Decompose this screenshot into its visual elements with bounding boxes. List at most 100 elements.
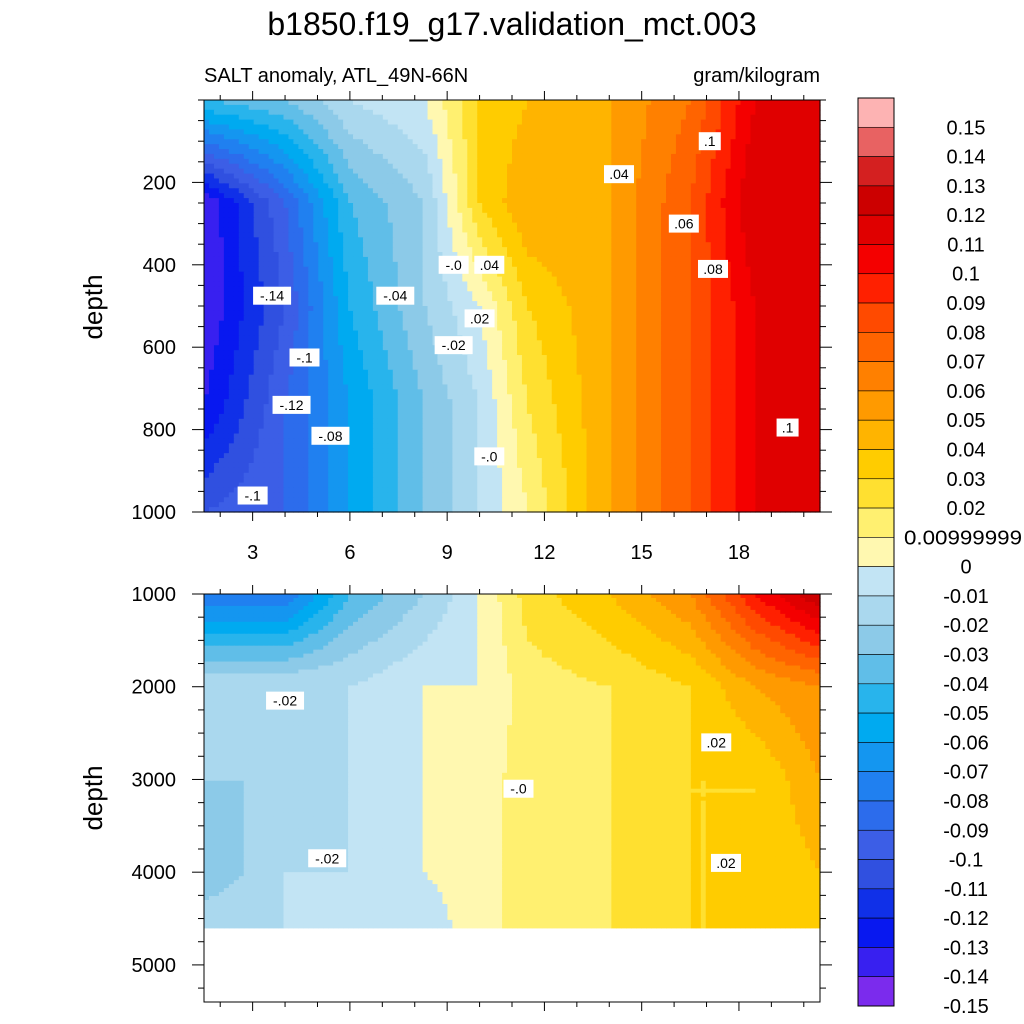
upper-field-cell xyxy=(805,261,811,268)
upper-field-cell xyxy=(437,232,444,238)
upper-field-cell xyxy=(561,134,568,140)
upper-field-cell xyxy=(447,188,453,194)
upper-field-cell xyxy=(353,104,359,111)
upper-field-cell xyxy=(586,173,593,180)
upper-field-cell xyxy=(576,173,583,180)
upper-field-cell xyxy=(611,100,617,106)
upper-field-cell xyxy=(815,276,821,283)
upper-field-cell xyxy=(790,168,796,175)
upper-field-cell xyxy=(765,144,771,150)
upper-field-cell xyxy=(204,271,210,278)
upper-field-cell xyxy=(566,281,573,287)
upper-field-cell xyxy=(228,173,235,180)
upper-field-cell xyxy=(372,163,379,170)
upper-field-cell xyxy=(606,134,612,140)
upper-field-cell xyxy=(616,153,622,160)
upper-field-cell xyxy=(601,144,607,150)
upper-field-cell xyxy=(720,168,727,175)
upper-field-cell xyxy=(377,198,384,204)
upper-field-cell xyxy=(755,232,761,238)
upper-field-cell xyxy=(571,227,578,234)
upper-field-cell xyxy=(204,129,210,135)
upper-field-cell xyxy=(730,173,737,180)
upper-field-cell xyxy=(581,227,588,234)
upper-field-cell xyxy=(606,153,612,160)
upper-field-cell xyxy=(785,149,791,155)
upper-field-cell xyxy=(730,261,737,268)
upper-field-cell xyxy=(218,203,225,209)
upper-field-cell xyxy=(586,109,593,116)
upper-field-cell xyxy=(338,178,344,184)
upper-field-cell xyxy=(641,183,647,189)
upper-field-cell xyxy=(571,134,578,140)
upper-field-cell xyxy=(730,178,737,184)
upper-field-cell xyxy=(204,183,210,189)
upper-field-cell xyxy=(705,114,712,121)
upper-field-cell xyxy=(715,222,722,229)
upper-field-cell xyxy=(596,227,603,234)
upper-field-cell xyxy=(666,217,672,224)
upper-field-cell xyxy=(531,153,538,160)
upper-field-cell xyxy=(402,212,409,219)
upper-field-cell xyxy=(432,261,439,268)
upper-field-cell xyxy=(387,168,394,175)
upper-field-cell xyxy=(213,296,220,302)
upper-field-cell xyxy=(790,227,796,234)
upper-field-cell xyxy=(457,207,463,214)
upper-field-cell xyxy=(571,149,578,155)
upper-field-cell xyxy=(353,173,359,180)
upper-field-cell xyxy=(457,217,463,224)
upper-field-cell xyxy=(606,286,612,292)
upper-field-cell xyxy=(492,247,498,253)
upper-field-cell xyxy=(661,100,667,106)
upper-field-cell xyxy=(263,149,270,155)
upper-field-cell xyxy=(695,193,702,199)
upper-field-cell xyxy=(760,227,766,234)
upper-field-cell xyxy=(651,271,657,278)
upper-field-cell xyxy=(521,242,528,248)
upper-field-cell xyxy=(680,198,687,204)
upper-field-cell xyxy=(308,144,314,150)
upper-field-cell xyxy=(412,203,419,209)
upper-field-cell xyxy=(477,232,483,238)
upper-field-cell xyxy=(556,173,563,180)
upper-field-cell xyxy=(273,163,280,170)
upper-field-cell xyxy=(512,256,518,263)
upper-field-cell xyxy=(442,163,449,170)
upper-field-cell xyxy=(402,158,409,165)
upper-field-cell xyxy=(333,296,339,302)
upper-field-cell xyxy=(810,217,816,224)
upper-field-cell xyxy=(482,291,488,297)
upper-field-cell xyxy=(492,100,498,106)
upper-field-cell xyxy=(283,252,290,258)
upper-field-cell xyxy=(780,100,786,106)
upper-field-cell xyxy=(810,173,816,180)
upper-field-cell xyxy=(487,178,493,184)
upper-field-cell xyxy=(243,266,250,273)
upper-field-cell xyxy=(710,124,717,131)
upper-field-cell xyxy=(805,247,811,253)
upper-field-cell xyxy=(358,266,364,273)
upper-field-cell xyxy=(412,173,419,180)
upper-field-cell xyxy=(233,207,240,214)
upper-field-cell xyxy=(690,144,697,150)
upper-field-cell xyxy=(636,247,642,253)
upper-field-cell xyxy=(432,163,439,170)
upper-field-cell xyxy=(765,232,771,238)
upper-field-cell xyxy=(720,256,727,263)
upper-field-cell xyxy=(452,237,458,243)
upper-field-cell xyxy=(715,188,722,194)
upper-field-cell xyxy=(755,173,761,180)
upper-field-cell xyxy=(348,276,354,283)
upper-field-cell xyxy=(248,252,255,258)
upper-field-cell xyxy=(531,281,538,287)
upper-field-cell xyxy=(521,271,528,278)
upper-field-cell xyxy=(313,109,319,116)
upper-field-cell xyxy=(541,139,548,145)
upper-field-cell xyxy=(487,281,493,287)
upper-field-cell xyxy=(407,281,414,287)
upper-field-cell xyxy=(298,163,304,170)
upper-field-cell xyxy=(422,281,429,287)
upper-field-cell xyxy=(318,134,324,140)
upper-field-cell xyxy=(800,252,806,258)
